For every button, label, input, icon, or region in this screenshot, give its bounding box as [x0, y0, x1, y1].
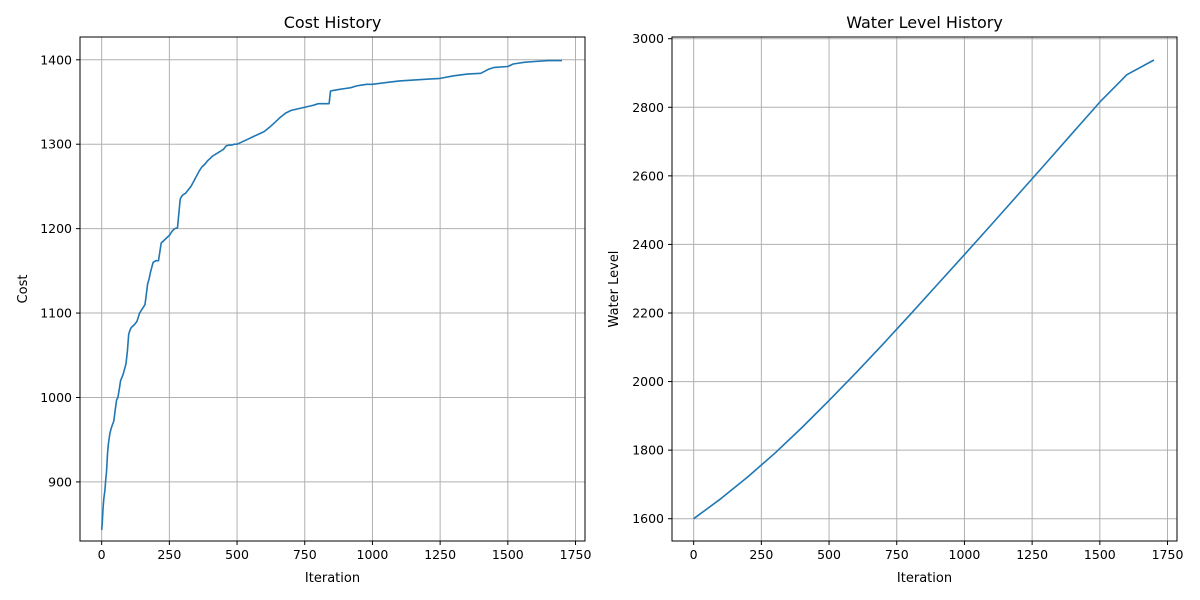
water-level-x-tick-label: 250 — [749, 547, 773, 562]
cost-chart-title: Cost History — [284, 13, 382, 32]
cost-x-tick-label: 750 — [293, 547, 317, 562]
water-level-y-tick-label: 3000 — [632, 31, 664, 46]
water-level-axes-ticks: 0 250 500 750 1000 1250 1500 1750 1600 1800 2000 22… — [632, 31, 1183, 562]
cost-y-tick-label: 1400 — [40, 52, 72, 67]
cost-series-layer — [100, 59, 562, 531]
cost-y-tick-label: 900 — [48, 474, 72, 489]
water-level-plot-frame — [671, 36, 1178, 542]
cost-x-tick-label: 500 — [225, 547, 249, 562]
cost-y-tick-label: 1200 — [40, 221, 72, 236]
water-level-chart-title: Water Level History — [846, 13, 1003, 32]
cost-y-tick-label: 1300 — [40, 137, 72, 152]
water-level-x-axis-label: Iteration — [897, 571, 952, 586]
cost-x-tick-label: 250 — [157, 547, 181, 562]
water-level-x-tick-label: 1000 — [949, 547, 981, 562]
water-level-x-tick-label: 1750 — [1152, 547, 1184, 562]
water-level-x-tick-label: 750 — [885, 547, 909, 562]
water-level-series-line — [693, 59, 1155, 520]
cost-axes-ticks: 0 250 500 750 1000 1250 1500 1750 900 1000 1100 120… — [40, 52, 591, 562]
cost-series-line — [100, 59, 562, 531]
water-level-x-tick-label: 1500 — [1084, 547, 1116, 562]
water-level-y-tick-label: 1600 — [632, 511, 664, 526]
cost-x-tick-label: 1000 — [357, 547, 389, 562]
water-level-y-tick-label: 2000 — [632, 374, 664, 389]
water-level-history-plot: 0 250 500 750 1000 1250 1500 1750 1600 1800 2000 22… — [607, 13, 1183, 586]
water-level-series-layer — [693, 59, 1155, 520]
water-level-y-tick-label: 1800 — [632, 443, 664, 458]
water-level-y-axis-label: Water Level — [607, 251, 622, 328]
water-level-y-tick-label: 2400 — [632, 237, 664, 252]
cost-x-tick-label: 1750 — [560, 547, 592, 562]
cost-grid — [80, 37, 585, 541]
cost-history-plot: 0 250 500 750 1000 1250 1500 1750 900 1000 1100 120… — [16, 13, 591, 586]
water-level-y-tick-label: 2800 — [632, 100, 664, 115]
cost-y-tick-label: 1000 — [40, 390, 72, 405]
water-level-grid — [672, 37, 1177, 541]
cost-x-tick-label: 0 — [98, 547, 106, 562]
water-level-x-tick-label: 500 — [817, 547, 841, 562]
water-level-y-tick-label: 2200 — [632, 306, 664, 321]
cost-x-tick-label: 1500 — [492, 547, 524, 562]
cost-y-tick-label: 1100 — [40, 306, 72, 321]
cost-x-axis-label: Iteration — [305, 571, 360, 586]
water-level-y-tick-label: 2600 — [632, 168, 664, 183]
water-level-x-tick-label: 0 — [690, 547, 698, 562]
water-level-x-tick-label: 1250 — [1016, 547, 1048, 562]
cost-y-axis-label: Cost — [16, 275, 31, 304]
cost-plot-frame — [79, 36, 586, 542]
cost-x-tick-label: 1250 — [424, 547, 456, 562]
